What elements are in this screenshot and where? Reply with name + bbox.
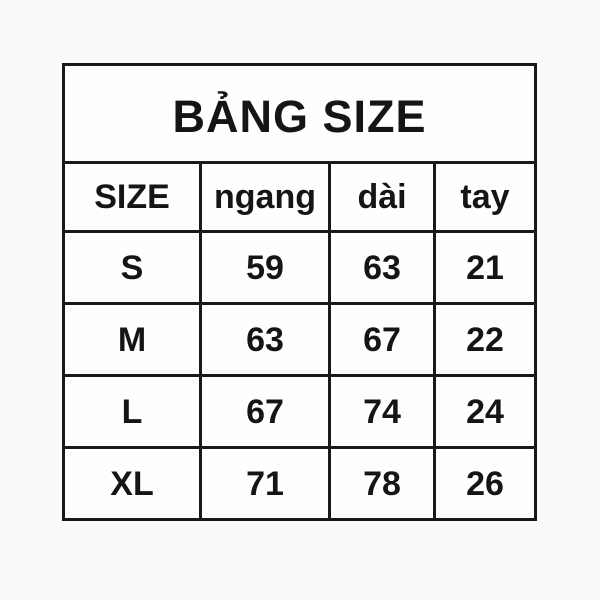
table-row-s: S 59 63 21: [65, 233, 534, 305]
header-cell-size: SIZE: [65, 164, 202, 230]
measurement-cell: 21: [466, 248, 504, 287]
measurement-cell: 24: [466, 392, 504, 431]
size-label-cell: L: [65, 377, 202, 446]
measurement-cell: 59: [202, 233, 331, 302]
measurement-cell: 63: [202, 305, 331, 374]
measurement-cell: 67: [202, 377, 331, 446]
table-title: BẢNG SIZE: [172, 91, 427, 142]
measurement-cell: 74: [331, 377, 436, 446]
header-cell-ngang: ngang: [202, 164, 331, 230]
table-row-xl: XL 71 78 26: [65, 449, 534, 518]
measurement-cell: 22: [466, 320, 504, 359]
header-cell-tay: tay: [460, 178, 510, 216]
table-title-row: BẢNG SIZE: [65, 66, 534, 164]
measurement-cell: 71: [202, 449, 331, 518]
header-cell-dai: dài: [331, 164, 436, 230]
size-label-cell: S: [65, 233, 202, 302]
table-row-m: M 63 67 22: [65, 305, 534, 377]
measurement-cell: 78: [331, 449, 436, 518]
size-chart-table: BẢNG SIZE SIZE ngang dài tay S 59 63 21 …: [62, 63, 537, 521]
table-header-row: SIZE ngang dài tay: [65, 164, 534, 233]
size-label-cell: M: [65, 305, 202, 374]
measurement-cell: 26: [466, 464, 504, 503]
table-row-l: L 67 74 24: [65, 377, 534, 449]
measurement-cell: 67: [331, 305, 436, 374]
size-label-cell: XL: [65, 449, 202, 518]
measurement-cell: 63: [331, 233, 436, 302]
